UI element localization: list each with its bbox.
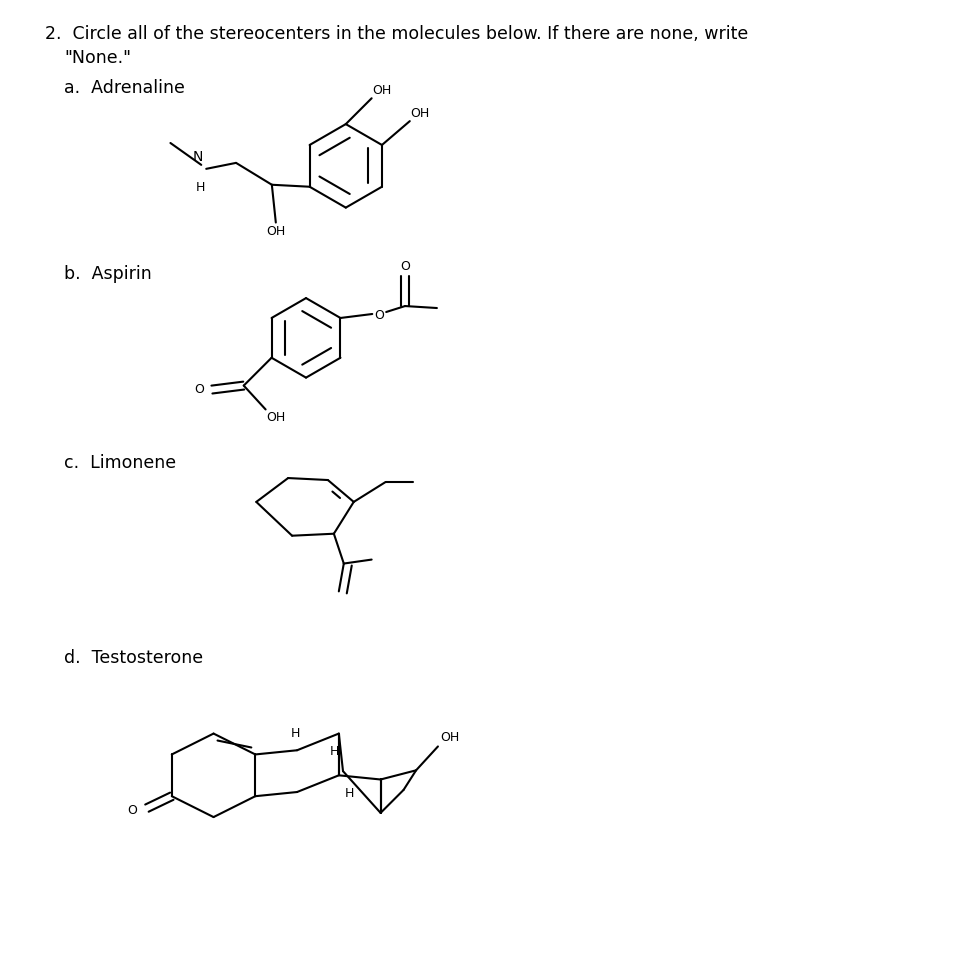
Text: OH: OH [266, 225, 285, 237]
Text: OH: OH [372, 85, 391, 97]
Text: d.  Testosterone: d. Testosterone [64, 649, 204, 667]
Text: "None.": "None." [64, 49, 132, 66]
Text: O: O [127, 804, 136, 816]
Text: b.  Aspirin: b. Aspirin [64, 265, 152, 283]
Text: H: H [290, 727, 300, 741]
Text: 2.  Circle all of the stereocenters in the molecules below. If there are none, w: 2. Circle all of the stereocenters in th… [44, 24, 747, 43]
Text: O: O [400, 260, 409, 273]
Text: H: H [344, 787, 354, 800]
Text: c.  Limonene: c. Limonene [64, 454, 177, 472]
Text: H: H [196, 181, 205, 193]
Text: H: H [330, 746, 339, 758]
Text: OH: OH [409, 107, 429, 121]
Text: O: O [194, 383, 204, 396]
Text: OH: OH [439, 732, 458, 745]
Text: a.  Adrenaline: a. Adrenaline [64, 80, 185, 97]
Text: O: O [374, 309, 383, 323]
Text: OH: OH [266, 411, 285, 425]
Text: N: N [192, 150, 203, 164]
